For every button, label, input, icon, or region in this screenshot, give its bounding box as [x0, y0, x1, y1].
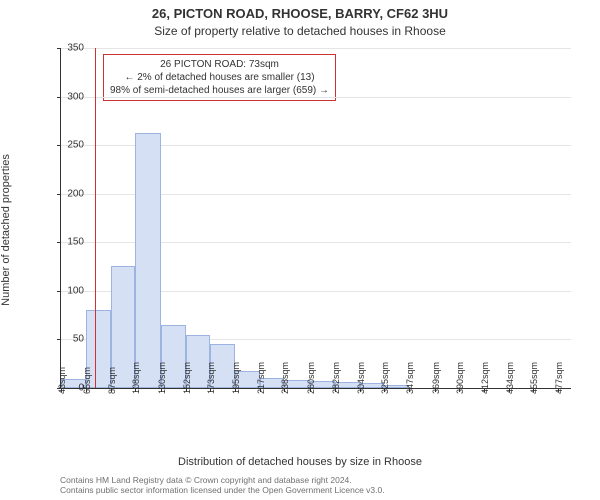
info-line-1: 26 PICTON ROAD: 73sqm — [110, 58, 329, 71]
ytick-mark — [57, 291, 61, 292]
footer-line-1: Contains HM Land Registry data © Crown c… — [60, 475, 385, 486]
ytick-label: 300 — [67, 91, 84, 102]
ytick-mark — [57, 194, 61, 195]
y-axis-label: Number of detached properties — [0, 154, 12, 306]
chart-container: 26, PICTON ROAD, RHOOSE, BARRY, CF62 3HU… — [0, 0, 600, 500]
property-marker-line — [95, 48, 96, 388]
ytick-label: 350 — [67, 43, 84, 54]
footer-line-2: Contains public sector information licen… — [60, 485, 385, 496]
ytick-label: 100 — [67, 285, 84, 296]
ytick-mark — [57, 242, 61, 243]
gridline — [61, 48, 571, 49]
ytick-mark — [57, 48, 61, 49]
ytick-label: 250 — [67, 140, 84, 151]
x-axis-label: Distribution of detached houses by size … — [0, 456, 600, 468]
ytick-label: 200 — [67, 188, 84, 199]
gridline — [61, 97, 571, 98]
ytick-mark — [57, 339, 61, 340]
histogram-bar — [135, 133, 160, 388]
info-line-2: ← 2% of detached houses are smaller (13) — [110, 71, 329, 84]
footer-attribution: Contains HM Land Registry data © Crown c… — [60, 475, 385, 496]
chart-title-main: 26, PICTON ROAD, RHOOSE, BARRY, CF62 3HU — [0, 6, 600, 21]
info-line-3: 98% of semi-detached houses are larger (… — [110, 84, 329, 97]
marker-info-box: 26 PICTON ROAD: 73sqm ← 2% of detached h… — [103, 54, 336, 101]
ytick-mark — [57, 97, 61, 98]
ytick-label: 150 — [67, 237, 84, 248]
ytick-label: 50 — [73, 334, 84, 345]
plot-area: 26 PICTON ROAD: 73sqm ← 2% of detached h… — [60, 48, 571, 389]
chart-title-sub: Size of property relative to detached ho… — [0, 24, 600, 38]
ytick-mark — [57, 145, 61, 146]
